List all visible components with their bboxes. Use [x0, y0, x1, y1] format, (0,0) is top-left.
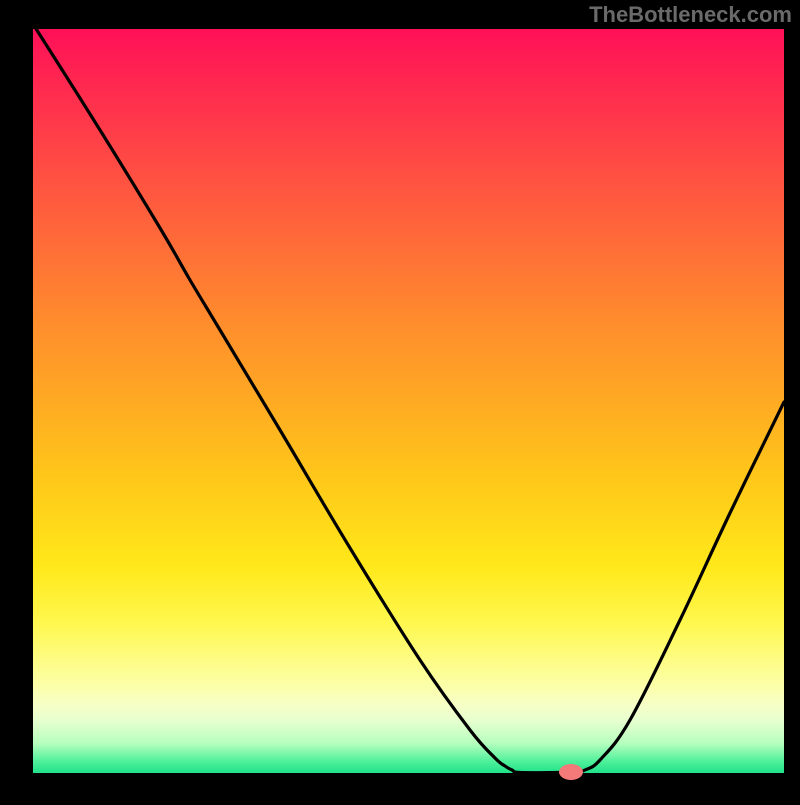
watermark-text: TheBottleneck.com	[589, 2, 792, 28]
chart-plot-area	[33, 29, 784, 773]
optimal-point-marker	[559, 764, 583, 780]
bottleneck-chart: TheBottleneck.com	[0, 0, 800, 800]
chart-svg	[0, 0, 800, 800]
